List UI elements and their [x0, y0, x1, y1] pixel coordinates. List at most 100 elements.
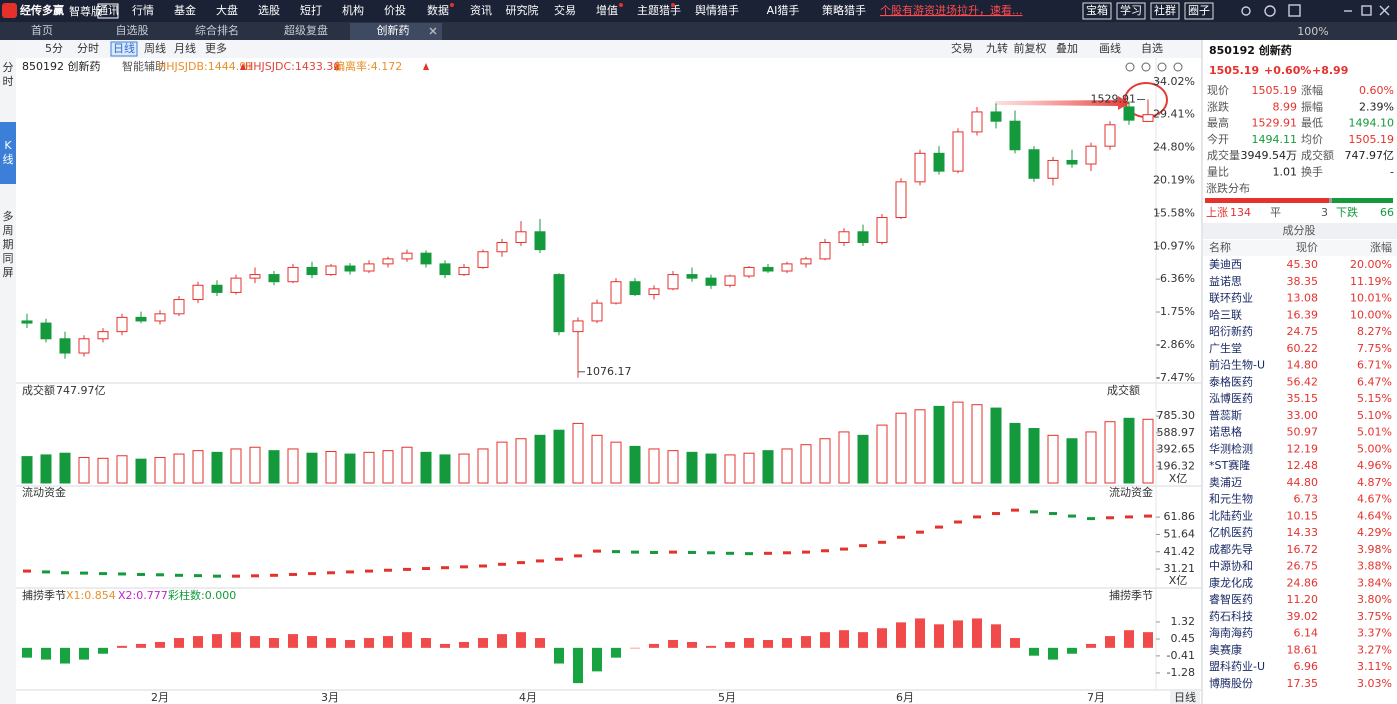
stock-name-cell[interactable]: 海南海药: [1209, 626, 1253, 640]
header-button[interactable]: 社群: [1154, 3, 1176, 17]
legend-item: 智能辅助: [122, 59, 166, 73]
menu-item[interactable]: 机构: [342, 3, 364, 17]
stock-name-cell[interactable]: 益诺思: [1209, 274, 1242, 288]
menu-item[interactable]: AI猎手: [767, 3, 800, 17]
header-button-box: [1184, 2, 1214, 20]
pane-title: 捕捞季节: [22, 588, 66, 602]
side-tab-char[interactable]: 分: [3, 61, 14, 74]
toolbar-item[interactable]: 日线: [113, 41, 135, 55]
toolbar-item[interactable]: 叠加: [1056, 42, 1078, 55]
fall-bar: [1331, 198, 1393, 203]
column-header: 现价: [1296, 241, 1318, 254]
toolbar-item[interactable]: 前复权: [1014, 41, 1047, 55]
tab-close[interactable]: [429, 27, 437, 35]
toolbar-item[interactable]: 分时: [77, 42, 99, 55]
toolbar-item[interactable]: 九转: [986, 41, 1008, 55]
tab[interactable]: 首页: [31, 23, 53, 37]
side-tab-char[interactable]: 线: [3, 152, 14, 166]
volume-bar: [1028, 428, 1040, 484]
side-tab-char[interactable]: 时: [3, 75, 14, 88]
toolbar-item[interactable]: 月线: [174, 41, 196, 55]
stock-name-cell[interactable]: 成都先导: [1209, 543, 1253, 556]
oscillator-bar: [649, 643, 659, 648]
volume-bar: [40, 454, 52, 484]
volume-bar: [116, 455, 128, 484]
side-tab-char[interactable]: K: [4, 139, 12, 152]
menu-item[interactable]: 数据: [427, 3, 449, 17]
chart-icons: [1125, 62, 1183, 72]
toolbar-item[interactable]: 5分: [45, 42, 63, 55]
stock-name-cell[interactable]: 普蕊斯: [1209, 408, 1242, 422]
header-button[interactable]: 宝箱: [1086, 3, 1108, 17]
menu-item[interactable]: 大盘: [216, 3, 238, 17]
side-tab-char[interactable]: 同: [3, 252, 14, 265]
menu-item[interactable]: 选股: [258, 4, 280, 17]
menu-item[interactable]: 资讯: [470, 4, 492, 17]
stock-name-cell[interactable]: 美迪西: [1209, 258, 1242, 271]
side-tab-char[interactable]: 周: [3, 224, 14, 237]
oscillator-bar: [1086, 643, 1096, 648]
stock-name-cell[interactable]: 盟科药业-U: [1209, 659, 1265, 673]
stock-name-cell[interactable]: 睿智医药: [1209, 592, 1253, 606]
volume-bar: [800, 444, 812, 484]
stock-name-cell[interactable]: 诺思格: [1209, 425, 1242, 439]
candle-body: [496, 241, 508, 253]
ticker[interactable]: 个股有游资进场拉升，速看...: [880, 3, 1023, 17]
stock-name-cell[interactable]: 奥赛康: [1209, 642, 1242, 656]
stock-name-cell[interactable]: 博腾股份: [1209, 676, 1253, 690]
menu-item[interactable]: 增值: [596, 3, 618, 17]
stock-value-cell: 24.86: [1287, 576, 1319, 589]
quote-label: 今开: [1207, 132, 1229, 146]
volume-bar: [173, 453, 185, 484]
menu-item[interactable]: 舆情猎手: [695, 3, 739, 17]
volume-bar: [59, 452, 71, 484]
stock-name-cell[interactable]: 前沿生物-U: [1209, 358, 1265, 372]
stock-value-cell: 10.01%: [1350, 292, 1392, 305]
stock-name-cell[interactable]: 北陆药业: [1209, 508, 1253, 522]
stock-name-cell[interactable]: 奥浦迈: [1209, 475, 1242, 489]
candle-body: [629, 281, 641, 296]
stock-value-cell: 12.19: [1287, 442, 1319, 455]
toolbar-item[interactable]: 周线: [144, 41, 166, 55]
stock-name-cell[interactable]: 中源协和: [1209, 559, 1253, 573]
header-button[interactable]: 圈子: [1188, 4, 1210, 17]
menu-item[interactable]: 价投: [384, 3, 406, 17]
stock-name-cell[interactable]: 泰格医药: [1209, 374, 1253, 388]
stock-name-cell[interactable]: *ST赛隆: [1209, 458, 1250, 472]
toolbar-item[interactable]: 自选: [1141, 42, 1163, 55]
logo-icon: [2, 3, 17, 18]
stock-name-cell[interactable]: 广生堂: [1209, 341, 1242, 355]
toolbar-item[interactable]: 更多: [205, 41, 227, 55]
quote-label: 涨跌: [1207, 99, 1229, 113]
toolbar-item[interactable]: 画线: [1099, 41, 1121, 55]
tab[interactable]: 自选股: [116, 24, 149, 37]
menu-item[interactable]: 研究院: [506, 3, 539, 17]
tab[interactable]: 综合排名: [195, 23, 239, 37]
stock-name-cell[interactable]: 华测检测: [1209, 441, 1253, 455]
stock-name-cell[interactable]: 药石科技: [1209, 609, 1253, 623]
toolbar-item[interactable]: 交易: [951, 41, 973, 55]
menu-item[interactable]: 行情: [132, 4, 154, 17]
tab[interactable]: 创新药: [377, 23, 410, 37]
stock-name-cell[interactable]: 亿帆医药: [1209, 525, 1253, 539]
menu-item[interactable]: 交易: [554, 3, 576, 17]
stock-name-cell[interactable]: 联环药业: [1209, 292, 1253, 305]
header-button[interactable]: 学习: [1120, 3, 1142, 17]
menu-item[interactable]: 主题猎手: [637, 3, 681, 17]
y-tick-label: 24.80%: [1153, 141, 1195, 154]
stock-name-cell[interactable]: 哈三联: [1209, 308, 1242, 321]
side-tab-char[interactable]: 期: [3, 238, 14, 251]
menu-item[interactable]: 基金: [174, 3, 196, 17]
stock-name-cell[interactable]: 康龙化成: [1209, 575, 1253, 589]
oscillator-bar: [630, 647, 640, 649]
tab[interactable]: 超级复盘: [284, 23, 328, 37]
menu-item[interactable]: 短打: [300, 3, 322, 17]
side-tab-char[interactable]: 多: [3, 209, 14, 223]
stock-name-cell[interactable]: 和元生物: [1209, 492, 1253, 506]
stock-name-cell[interactable]: 泓博医药: [1209, 391, 1253, 405]
side-tab-char[interactable]: 屏: [3, 266, 14, 279]
menu-item[interactable]: 策略猎手: [822, 3, 866, 17]
oscillator-bar: [991, 624, 1001, 648]
stock-name-cell[interactable]: 昭衍新药: [1209, 324, 1253, 338]
stock-name: 850192 创新药: [22, 59, 101, 73]
